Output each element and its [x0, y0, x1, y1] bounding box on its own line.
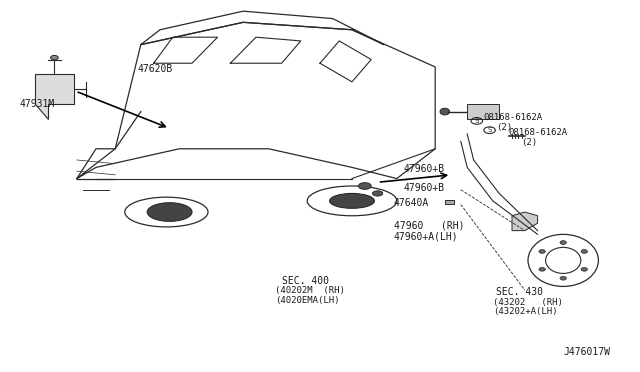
Text: J476017W: J476017W	[563, 347, 610, 356]
Ellipse shape	[539, 267, 545, 271]
Ellipse shape	[372, 191, 383, 196]
Ellipse shape	[358, 183, 371, 189]
Text: (2): (2)	[522, 138, 538, 147]
Text: (4020EMA(LH): (4020EMA(LH)	[275, 296, 340, 305]
Text: 47960+B: 47960+B	[403, 164, 444, 174]
Text: 08168-6162A: 08168-6162A	[509, 128, 568, 137]
Text: 47620B: 47620B	[138, 64, 173, 74]
Ellipse shape	[560, 276, 566, 280]
Text: 47960   (RH): 47960 (RH)	[394, 220, 464, 230]
Text: 47960+A(LH): 47960+A(LH)	[394, 231, 458, 241]
Polygon shape	[467, 104, 499, 119]
Ellipse shape	[440, 108, 449, 115]
Text: S: S	[475, 118, 479, 124]
Text: SEC. 400: SEC. 400	[282, 276, 328, 286]
Ellipse shape	[581, 250, 588, 253]
Ellipse shape	[330, 193, 374, 208]
Text: SEC. 430: SEC. 430	[496, 287, 543, 297]
Text: 47640A: 47640A	[394, 198, 429, 208]
Ellipse shape	[51, 55, 58, 60]
Ellipse shape	[147, 203, 192, 221]
Text: 47931M: 47931M	[19, 99, 54, 109]
Polygon shape	[445, 200, 454, 204]
Polygon shape	[512, 212, 538, 231]
Text: (2): (2)	[496, 123, 512, 132]
Text: (40202M  (RH): (40202M (RH)	[275, 286, 345, 295]
Ellipse shape	[581, 267, 588, 271]
Polygon shape	[35, 74, 74, 119]
Text: S: S	[488, 127, 492, 133]
Ellipse shape	[539, 250, 545, 253]
Text: (43202+A(LH): (43202+A(LH)	[493, 307, 557, 316]
Text: (43202   (RH): (43202 (RH)	[493, 298, 563, 307]
Text: 08168-6162A: 08168-6162A	[483, 113, 542, 122]
Text: 47960+B: 47960+B	[403, 183, 444, 193]
Ellipse shape	[560, 241, 566, 244]
